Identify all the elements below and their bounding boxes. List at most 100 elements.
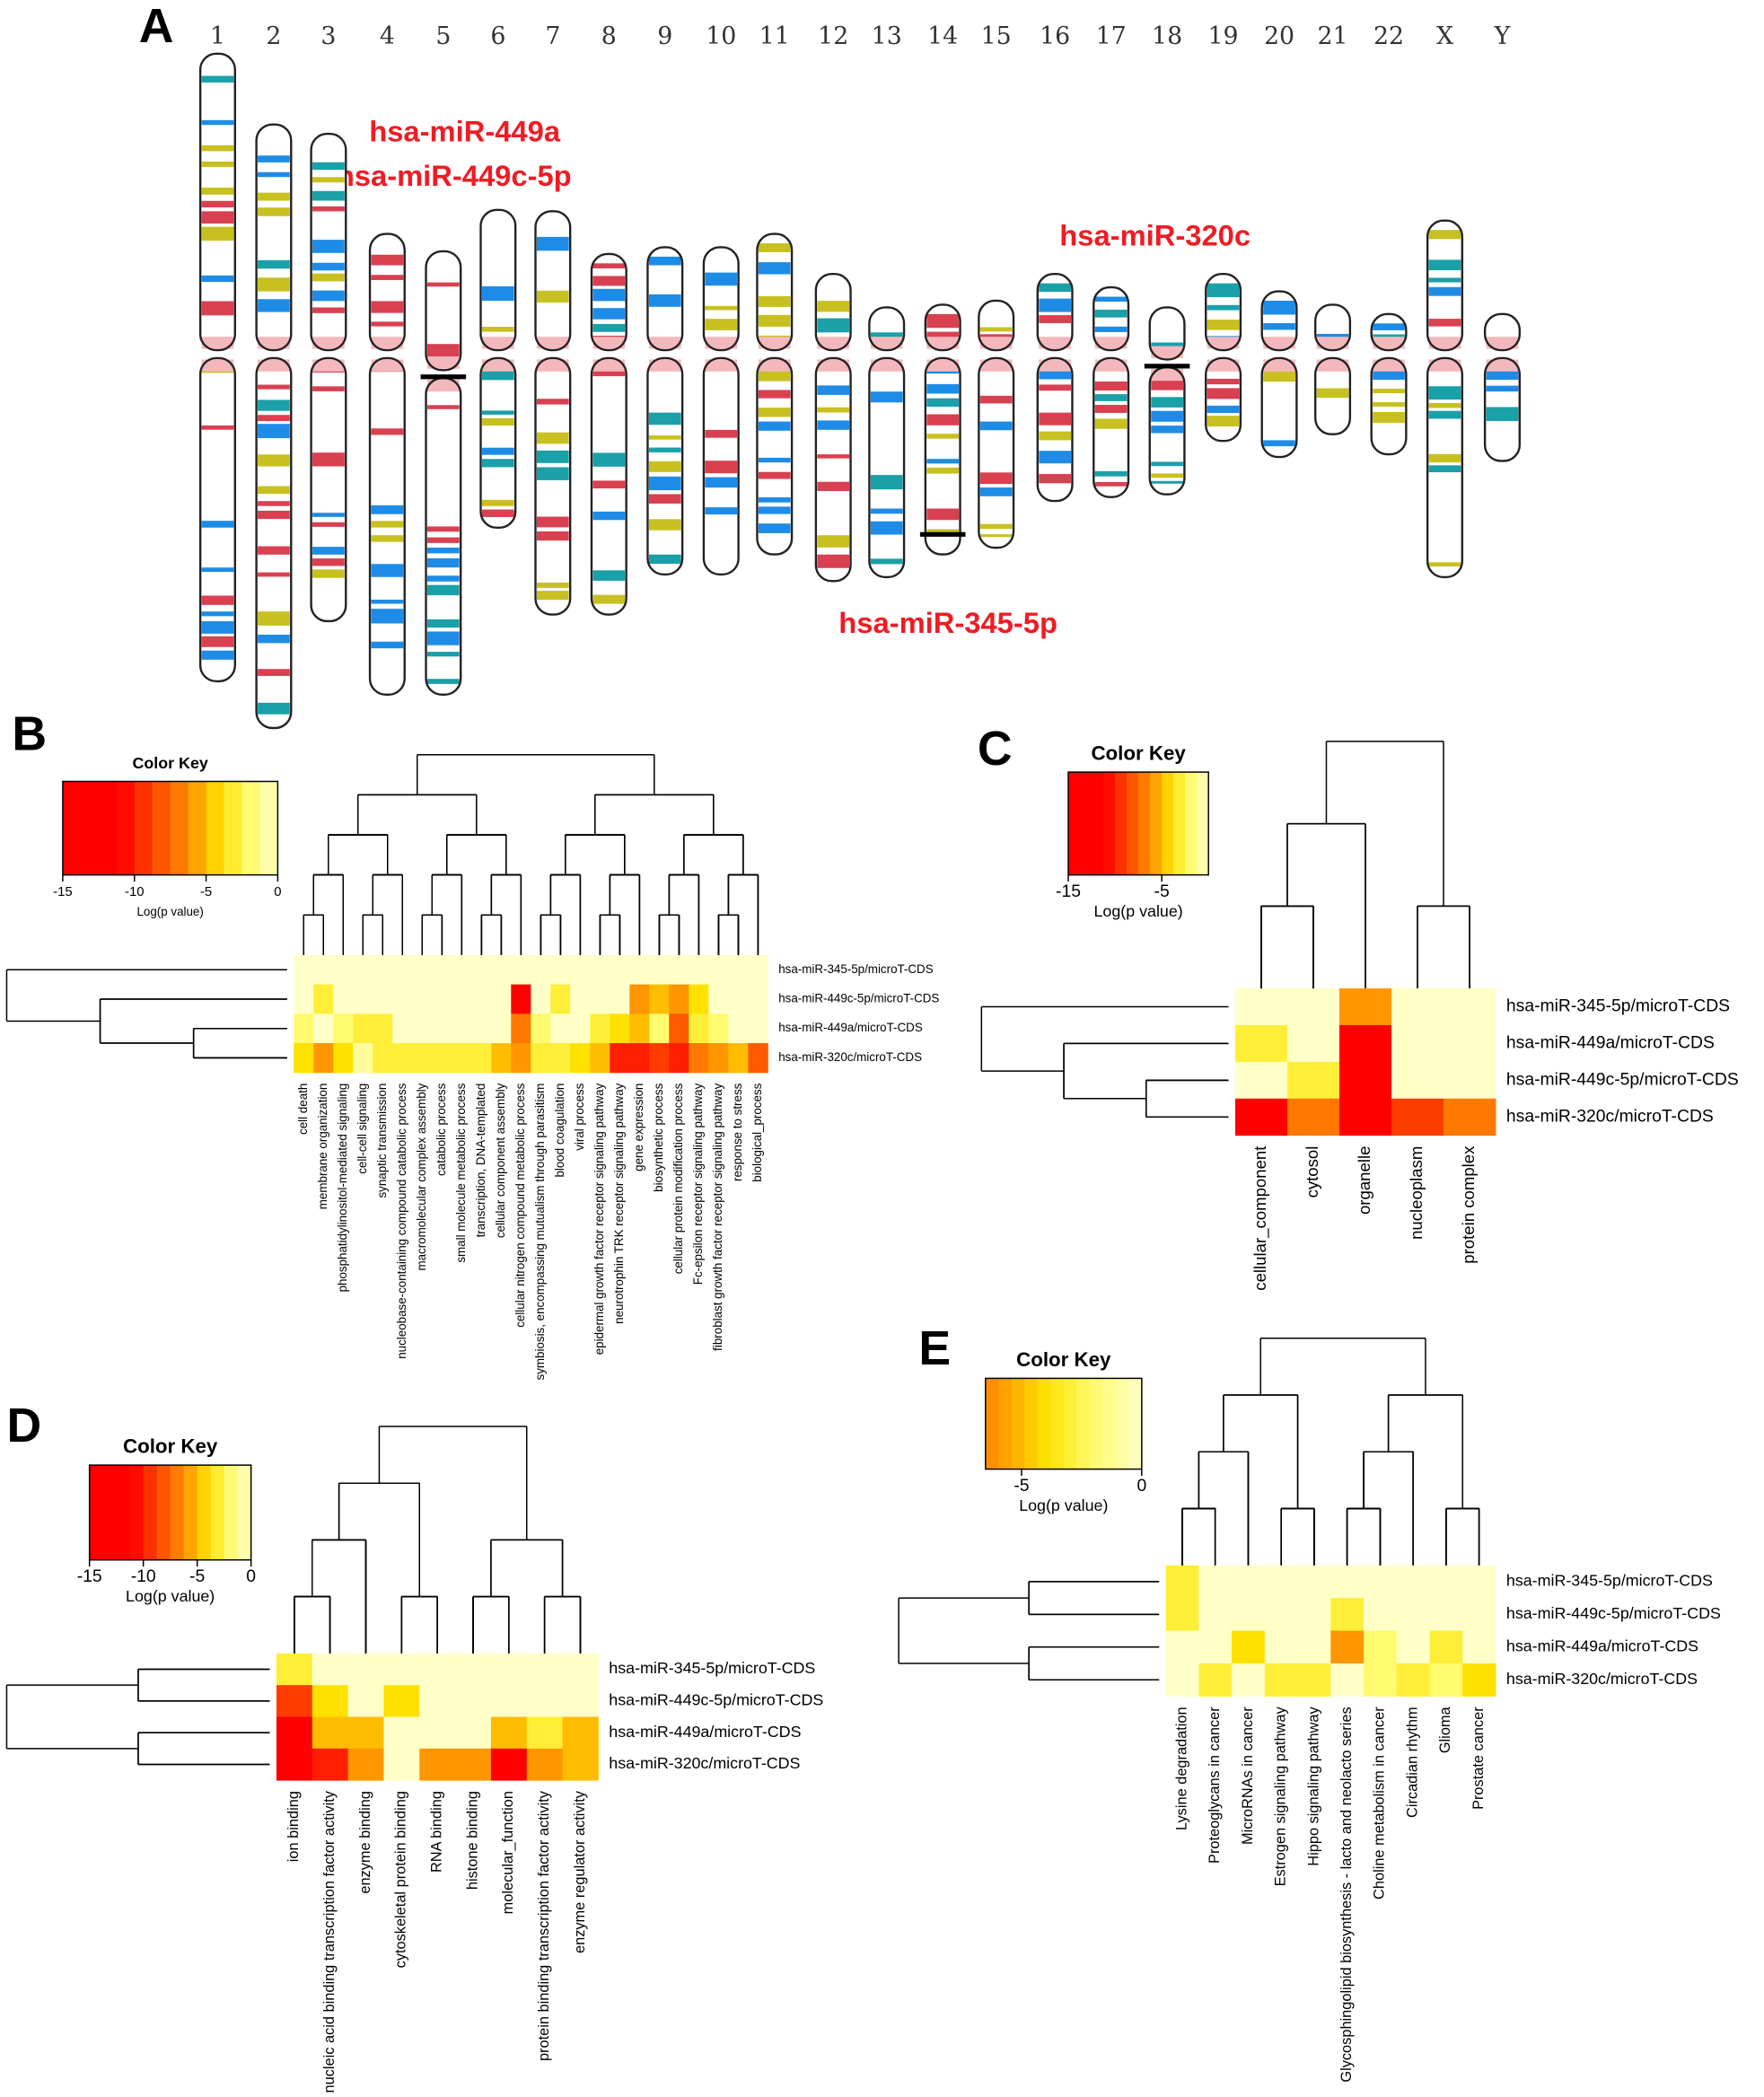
band — [979, 395, 1013, 404]
key-swatch — [98, 781, 118, 875]
arm-outline — [479, 208, 517, 352]
band — [1428, 259, 1461, 271]
band — [926, 331, 960, 340]
centromere-zone — [979, 359, 1013, 372]
band — [592, 323, 626, 332]
panel-label: C — [978, 723, 1013, 776]
centromere-zone — [758, 359, 791, 372]
band — [427, 405, 460, 409]
column-label: cytosol — [1303, 1146, 1321, 1198]
chromosome-label: 4 — [380, 22, 395, 50]
heatmap-cell — [1232, 1663, 1266, 1697]
band — [536, 583, 569, 588]
band — [201, 275, 234, 282]
band — [1151, 480, 1183, 484]
band — [258, 384, 290, 390]
chromosome-label: 11 — [759, 22, 790, 50]
heatmap-cell — [383, 1653, 420, 1686]
column-label: ion binding — [285, 1791, 302, 1862]
band — [536, 432, 569, 444]
heatmap-cell — [562, 1716, 599, 1750]
band — [258, 454, 290, 467]
band — [1263, 300, 1295, 315]
centromere-zone — [371, 359, 404, 372]
key-swatch — [1089, 1378, 1103, 1470]
key-swatch — [210, 1465, 225, 1560]
key-tick-label: -5 — [200, 885, 212, 899]
band — [201, 211, 234, 224]
band — [201, 200, 234, 207]
band — [1373, 402, 1405, 407]
arm-outline — [814, 273, 852, 352]
band — [312, 452, 345, 467]
key-tick-label: -5 — [1014, 1477, 1029, 1496]
column-label: membrane organization — [316, 1084, 329, 1210]
chromosome — [1483, 312, 1521, 462]
key-swatch — [89, 1465, 104, 1560]
heatmap-cell — [1286, 1098, 1340, 1136]
heatmap-cell — [392, 1013, 413, 1044]
band — [592, 263, 626, 268]
heatmap-cell — [1330, 1630, 1365, 1664]
centromere-zone — [758, 337, 791, 349]
band — [758, 314, 791, 327]
heatmap-cell — [728, 1013, 749, 1044]
heatmap-cell — [294, 1013, 314, 1044]
band — [1039, 474, 1071, 484]
heatmap-cell — [347, 1685, 384, 1717]
band — [705, 461, 738, 474]
arm-bg — [311, 357, 347, 621]
centromere-zone — [312, 337, 345, 349]
band — [536, 236, 569, 251]
band — [312, 177, 345, 183]
heatmap-cell — [452, 954, 472, 986]
centromere-zone — [1486, 337, 1519, 349]
band — [258, 424, 290, 439]
key-tick-label: 0 — [274, 885, 281, 899]
heatmap-cell — [1364, 1630, 1398, 1664]
arm-bg — [1427, 220, 1462, 351]
heatmap-cell — [526, 1716, 564, 1750]
heatmap-cell — [531, 984, 551, 1014]
key-swatch — [1024, 1378, 1039, 1470]
band — [1151, 461, 1183, 467]
band — [979, 327, 1013, 332]
arm-outline — [368, 356, 406, 696]
heatmap-cell — [313, 954, 334, 986]
centromere-zone — [258, 359, 290, 372]
chromosome-label: 17 — [1096, 22, 1127, 50]
heatmap-cell — [383, 1685, 420, 1717]
band — [648, 476, 681, 491]
heatmap-cell — [610, 954, 630, 986]
chromosome — [1260, 290, 1298, 459]
heatmap-cell — [1429, 1598, 1463, 1632]
centromere-zone — [201, 359, 234, 372]
arm-outline — [924, 356, 961, 556]
mirna-label: hsa-miR-449a — [369, 115, 561, 148]
centromere-zone — [648, 337, 681, 349]
heatmap-cell — [419, 1748, 456, 1781]
band — [817, 318, 850, 333]
band — [258, 635, 290, 644]
key-swatch — [116, 1465, 131, 1560]
heatmap-cell — [669, 984, 689, 1014]
band — [592, 367, 626, 377]
arm-outline — [255, 123, 293, 352]
heatmap-cell — [689, 984, 709, 1014]
band — [817, 420, 850, 430]
row-label: hsa-miR-449c-5p/microT-CDS — [778, 991, 939, 1005]
heatmap-cell — [1297, 1598, 1331, 1632]
heatmap-cell — [1297, 1565, 1331, 1599]
heatmap-cell — [590, 954, 610, 986]
band — [427, 584, 460, 596]
arm-bg — [979, 357, 1014, 548]
row-label: hsa-miR-320c/microT-CDS — [1506, 1670, 1698, 1688]
heatmap-cell — [562, 1685, 599, 1717]
band — [870, 475, 903, 490]
band — [870, 332, 903, 340]
band — [312, 558, 345, 566]
band — [1428, 230, 1461, 240]
chromosome-label: Y — [1494, 22, 1511, 50]
centromere-zone — [1316, 359, 1349, 372]
column-label: synaptic transmission — [375, 1084, 389, 1198]
